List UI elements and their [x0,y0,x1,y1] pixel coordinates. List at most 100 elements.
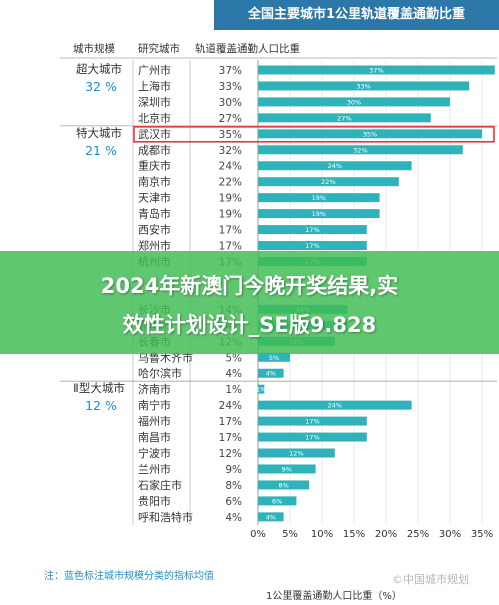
x-tick-label: 30% [439,529,461,540]
city-label: 宁波市 [138,446,171,460]
city-label: 兰州市 [138,462,171,476]
bar-value-label: 24% [328,402,342,410]
city-label: 重庆市 [138,159,171,173]
bar [258,241,367,251]
city-label: 福州市 [138,414,171,428]
bar-value-label: 6% [272,497,282,505]
x-tick-label: 0% [250,529,266,540]
group-average: 21 % [85,143,117,158]
bar-value-label: 4% [266,513,276,521]
overlay-text-line1: 2024年新澳门今晚开奖结果,实 [100,274,399,298]
bar-value-label: 19% [312,194,326,202]
group-name: 特大城市 [76,126,122,140]
bar [258,416,367,426]
bar-value-label: 12% [289,450,303,458]
x-tick-label: 35% [471,529,493,540]
x-tick-label: 25% [407,529,429,540]
city-label: 成都市 [138,143,171,157]
value-label: 6% [225,496,242,508]
city-label: 石家庄市 [138,478,182,492]
highlight-box [133,126,495,143]
header-city: 研究城市 [138,43,180,55]
bar-value-label: 27% [337,114,351,122]
bar [258,113,431,123]
bar [258,448,335,458]
city-label: 上海市 [138,79,171,93]
bar [258,368,284,378]
bar [258,97,450,107]
bar [258,193,380,203]
value-label: 4% [225,368,242,380]
city-label: 哈尔滨市 [138,366,182,380]
bar-value-label: 19% [312,210,326,218]
bar [258,209,380,219]
bar-value-label: 17% [305,242,319,250]
bar-value-label: 17% [305,418,319,426]
value-label: 17% [219,416,242,428]
city-label: 深圳市 [138,95,171,109]
value-label: 9% [225,464,242,476]
city-label: 贵阳市 [138,494,171,508]
x-tick-label: 5% [282,529,298,540]
overlay-text-line2: 效性计划设计_SE版9.828 [122,313,377,337]
city-label: 南昌市 [138,430,171,444]
group-average: 12 % [85,398,117,413]
header-city-scale: 城市规模 [73,43,115,55]
value-label: 12% [219,448,242,460]
city-label: 西安市 [138,223,171,237]
value-label: 22% [219,177,242,189]
bar-value-label: 17% [305,226,319,234]
group-name: Ⅱ型大城市 [73,381,125,395]
bar [258,352,290,362]
value-label: 17% [219,225,242,237]
value-label: 19% [219,193,242,205]
x-tick-label: 10% [311,529,333,540]
bar-value-label: 24% [328,162,342,170]
bar [258,177,399,187]
value-label: 8% [225,480,242,492]
bar-value-label: 17% [305,434,319,442]
city-label: 郑州市 [138,239,171,253]
value-label: 30% [219,97,242,109]
header-ratio: 轨道覆盖通勤人口比重 [195,43,300,55]
city-label: 南宁市 [138,398,171,412]
bar [258,400,412,410]
bar [258,225,367,235]
city-label: 广州市 [138,63,171,77]
bar [258,512,284,522]
bar [258,384,265,394]
value-label: 24% [219,400,242,412]
bar [258,129,482,139]
bar-value-label: 30% [347,98,361,106]
bar [258,464,316,474]
city-label: 武汉市 [138,127,171,141]
value-label: 33% [219,81,242,93]
bar [258,145,463,155]
bar [258,81,470,91]
bar [258,161,412,171]
promo-overlay-banner: 2024年新澳门今晚开奖结果,实 效性计划设计_SE版9.828 [0,251,499,354]
bar-value-label: 1% [256,386,266,394]
city-label: 北京市 [138,111,171,125]
value-label: 32% [219,145,242,157]
city-label: 济南市 [138,382,171,396]
group-name: 超大城市 [76,62,122,76]
x-tick-label: 20% [375,529,397,540]
bar-value-label: 33% [356,82,370,90]
value-label: 37% [219,65,242,77]
bar-value-label: 5% [269,354,279,362]
bar [258,65,495,75]
value-label: 17% [219,241,242,253]
bar-value-label: 22% [321,178,335,186]
value-label: 17% [219,432,242,444]
city-label: 南京市 [138,175,171,189]
bar [258,432,367,442]
bar-value-label: 37% [369,66,383,74]
value-label: 5% [225,352,242,364]
bar [258,496,297,506]
value-label: 35% [219,129,242,141]
chart-title: 全国主要城市1公里轨道覆盖通勤比重 [214,0,499,30]
footnote: 注：蓝色标注城市规模分类的指标均值 [44,571,214,582]
x-axis-label: 1公里覆盖通勤人口比重（%） [266,591,402,602]
